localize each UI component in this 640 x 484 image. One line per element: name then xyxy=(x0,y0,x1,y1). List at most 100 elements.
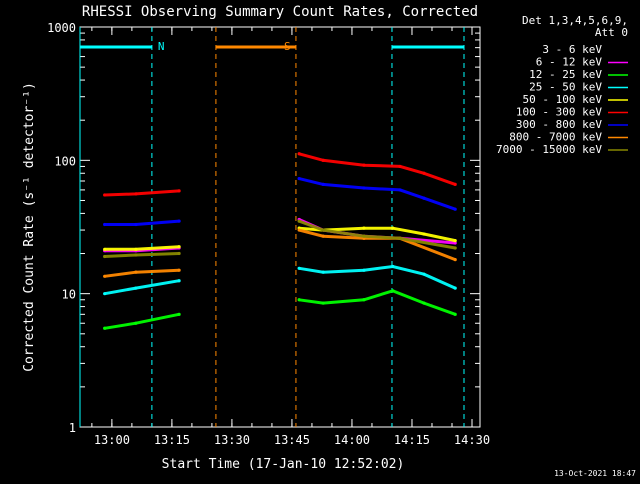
series-point xyxy=(398,241,402,245)
series-point xyxy=(297,152,301,156)
x-tick-label: 13:30 xyxy=(214,433,250,447)
legend-label: 7000 - 15000 keV xyxy=(496,143,602,156)
series-point xyxy=(321,234,325,238)
legend-label: 12 - 25 keV xyxy=(529,68,602,81)
series-point xyxy=(453,258,457,262)
series-point xyxy=(422,301,426,305)
series-point xyxy=(321,182,325,186)
series-point xyxy=(398,164,402,169)
legend-header-line-1: Det 1,3,4,5,6,9, xyxy=(522,14,628,27)
series-point xyxy=(297,176,301,181)
series-point xyxy=(422,232,426,236)
legend-label: 300 - 800 keV xyxy=(516,118,602,131)
series-point xyxy=(103,222,107,227)
series-point xyxy=(362,186,366,190)
series-point xyxy=(422,171,426,175)
series-line xyxy=(104,189,180,197)
series-point xyxy=(453,312,457,316)
series-line xyxy=(104,312,180,330)
series-point xyxy=(134,286,138,290)
series-point xyxy=(362,163,366,167)
series-point xyxy=(177,189,181,193)
y-tick-label: 1 xyxy=(69,421,76,435)
series-point xyxy=(297,298,301,302)
plot-frame xyxy=(79,26,481,428)
series-line xyxy=(104,219,180,226)
series-point xyxy=(422,272,426,276)
series-point xyxy=(134,253,138,257)
series-point xyxy=(453,241,457,245)
series-point xyxy=(321,270,325,274)
series-point xyxy=(297,266,301,270)
series-point xyxy=(453,182,457,186)
series-point xyxy=(453,246,457,250)
series-point xyxy=(422,196,426,200)
series-point xyxy=(391,226,395,230)
series-point xyxy=(103,326,107,330)
legend-label: 25 - 50 keV xyxy=(529,81,602,94)
y-tick-label: 100 xyxy=(54,154,76,168)
series-point xyxy=(321,158,325,162)
x-tick-label: 14:00 xyxy=(334,433,370,447)
legend-label: 100 - 300 keV xyxy=(516,106,602,119)
legend-header-line-2: Att 0 xyxy=(595,26,628,39)
series-point xyxy=(177,245,181,249)
footer-date: 13-Oct-2021 18:47 xyxy=(554,469,636,478)
series-point xyxy=(134,321,138,325)
x-tick-label: 13:00 xyxy=(94,433,130,447)
y-tick-label: 1000 xyxy=(47,21,76,35)
series-point xyxy=(362,234,366,238)
series-point xyxy=(362,268,366,272)
series-point xyxy=(103,193,107,197)
y-axis-label: Corrected Count Rate (s⁻¹ detector⁻¹) xyxy=(22,82,37,372)
series-point xyxy=(398,188,402,192)
series-point xyxy=(177,251,181,256)
legend-label: 50 - 100 keV xyxy=(523,93,603,106)
series-point xyxy=(453,207,457,211)
x-axis-label: Start Time (17-Jan-10 12:52:02) xyxy=(162,457,405,472)
series-point xyxy=(134,192,138,196)
series-line xyxy=(298,264,456,290)
series-line xyxy=(298,289,456,316)
x-tick-label: 13:15 xyxy=(154,433,190,447)
series-point xyxy=(103,274,107,278)
series-point xyxy=(321,301,325,305)
series-point xyxy=(362,298,366,302)
series-line xyxy=(298,152,456,186)
chart-title: RHESSI Observing Summary Count Rates, Co… xyxy=(82,4,478,20)
series-point xyxy=(297,228,301,232)
annotation-label: N xyxy=(158,40,165,53)
series-point xyxy=(321,228,325,232)
series-point xyxy=(453,286,457,290)
series-point xyxy=(391,264,395,269)
series-point xyxy=(103,247,107,251)
x-tick-label: 14:15 xyxy=(394,433,430,447)
series-point xyxy=(177,219,181,223)
series-point xyxy=(103,292,107,296)
series-point xyxy=(453,239,457,243)
series-point xyxy=(134,270,138,274)
legend-label: 800 - 7000 keV xyxy=(509,131,602,144)
series-line xyxy=(104,268,180,278)
x-tick-label: 13:45 xyxy=(274,433,310,447)
annotation-label: S xyxy=(284,40,291,53)
series-point xyxy=(453,251,457,256)
series-point xyxy=(177,279,181,283)
legend-label: 3 - 6 keV xyxy=(542,43,602,56)
series-point xyxy=(398,236,402,240)
series-point xyxy=(297,219,301,223)
series-point xyxy=(103,254,107,259)
series-point xyxy=(134,222,138,227)
series-point xyxy=(177,268,181,272)
series-point xyxy=(134,247,138,251)
series-point xyxy=(391,289,395,293)
series-line xyxy=(104,279,180,296)
series-point xyxy=(362,226,366,230)
series-point xyxy=(177,312,181,316)
legend-label: 6 - 12 keV xyxy=(536,56,603,69)
x-tick-label: 14:30 xyxy=(454,433,490,447)
y-tick-label: 10 xyxy=(62,288,76,302)
series-line xyxy=(298,177,456,211)
